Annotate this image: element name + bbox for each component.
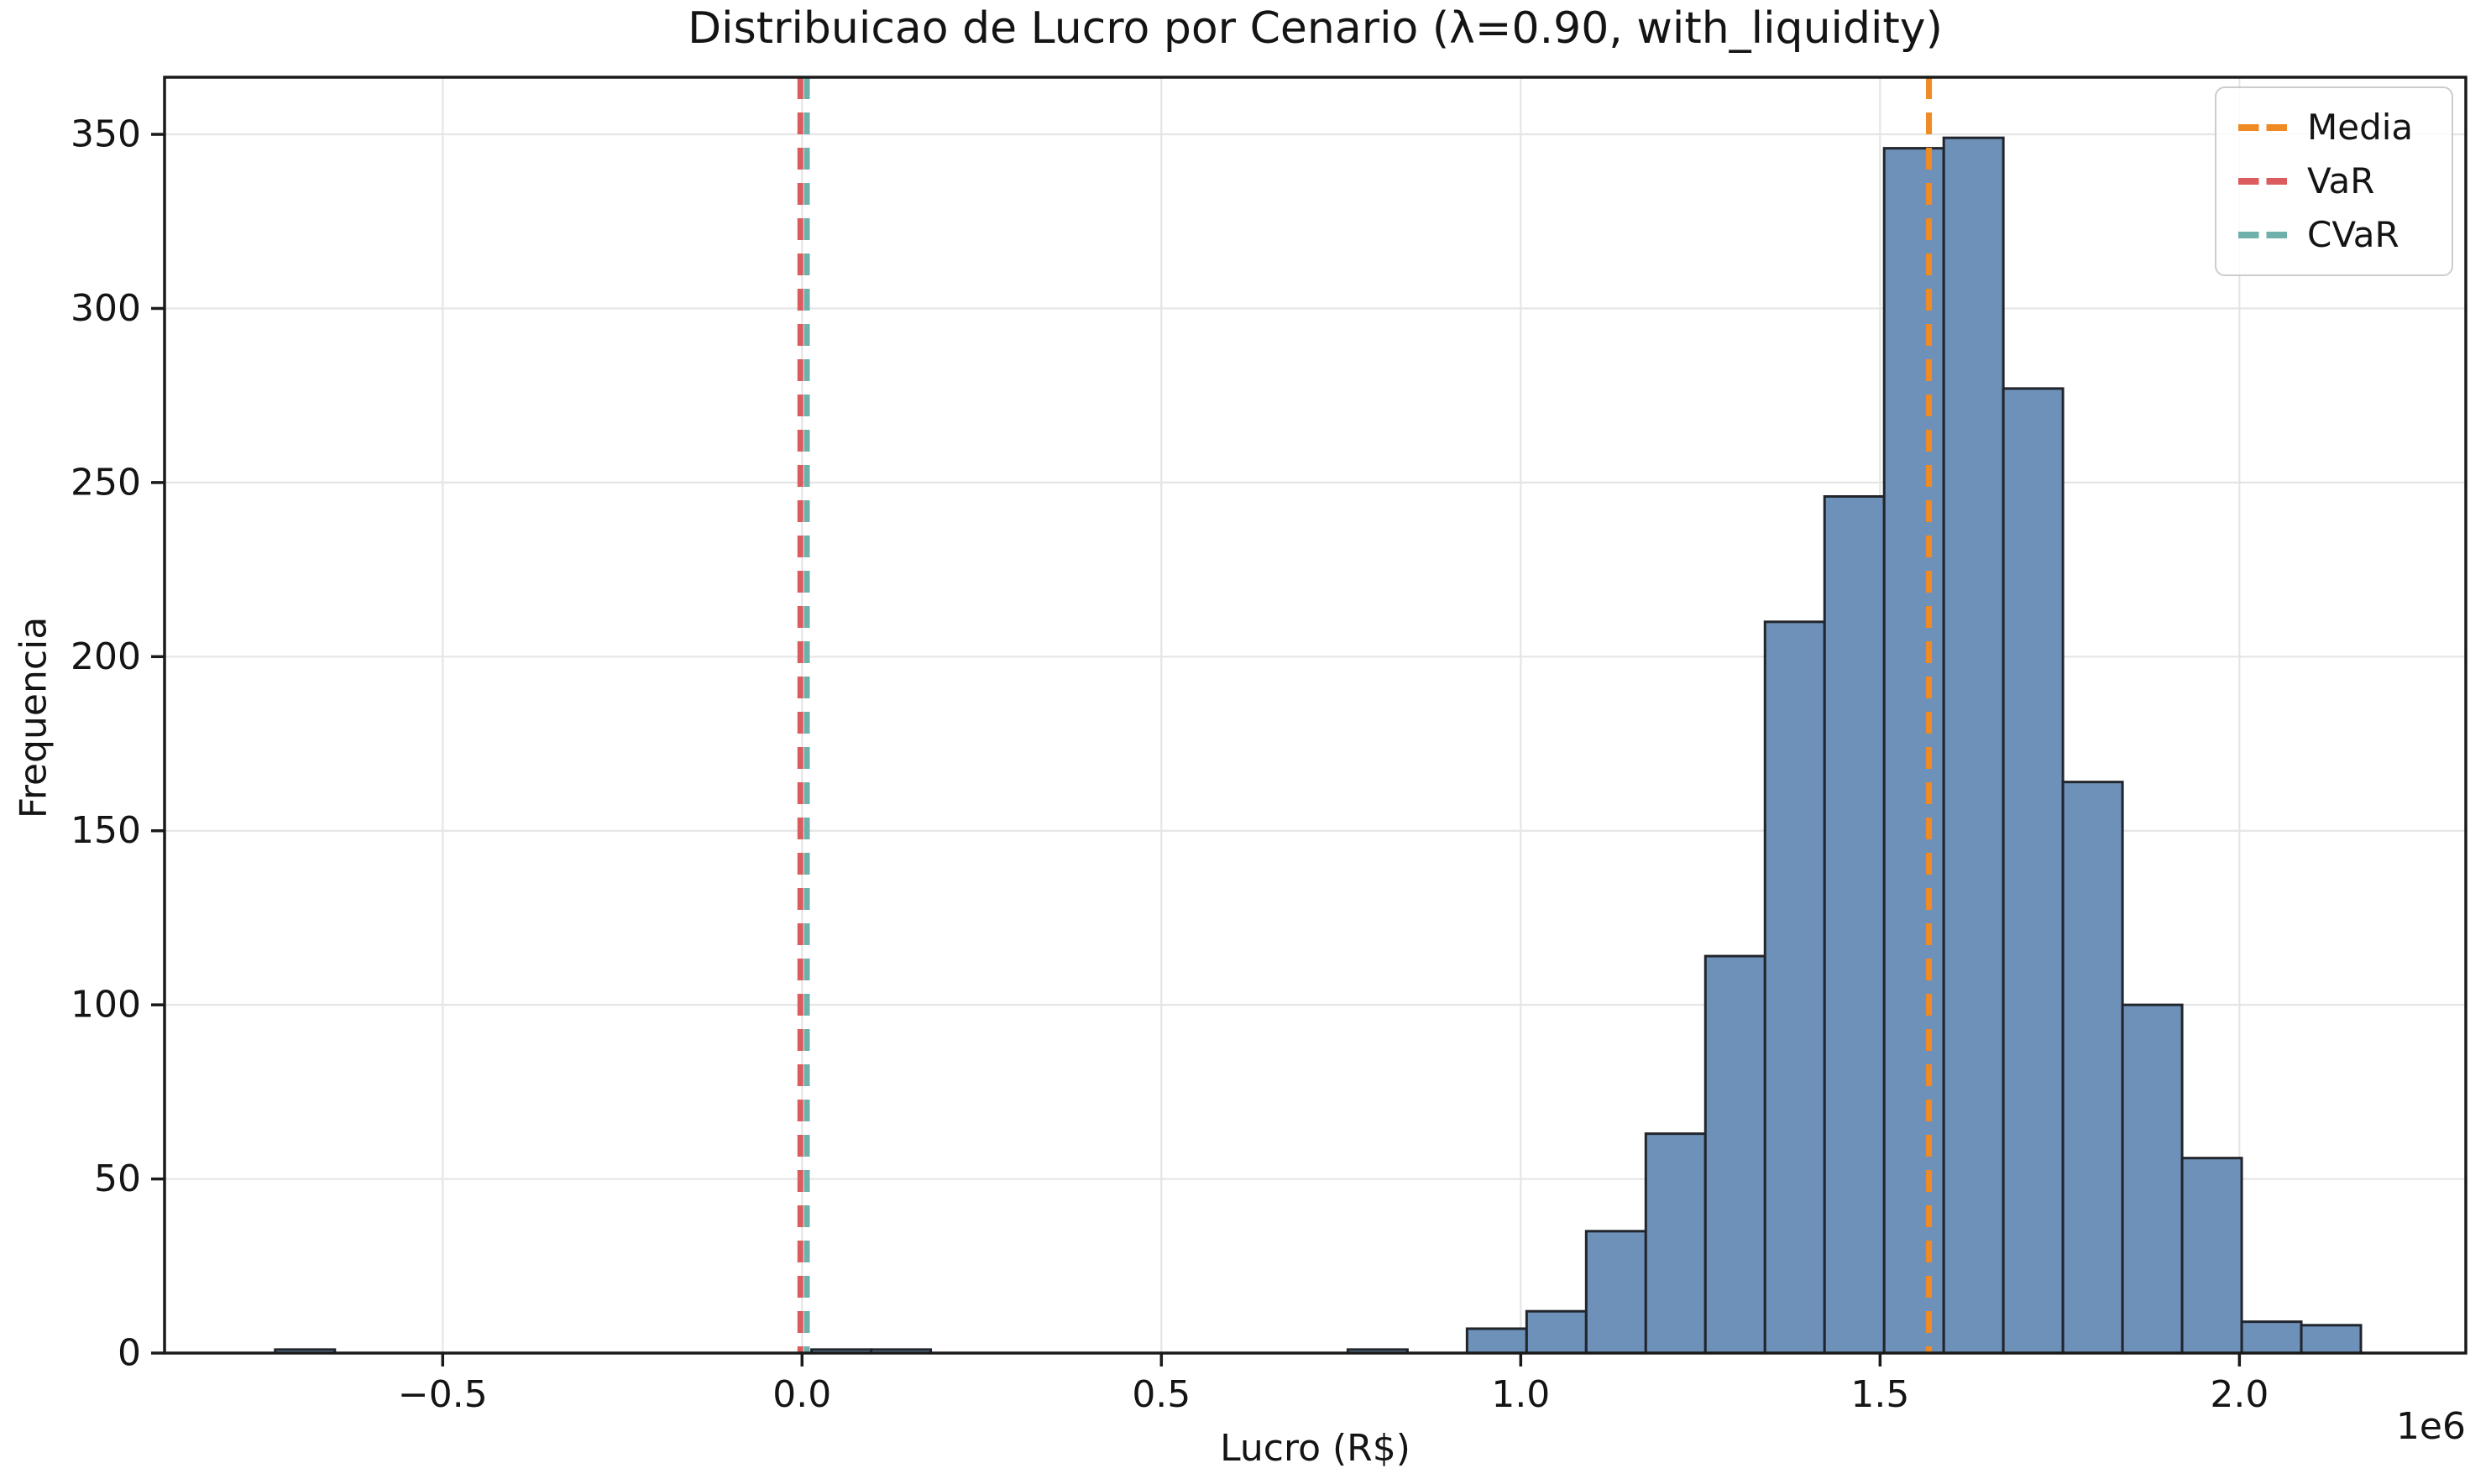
x-tick-label: 2.0 <box>2210 1373 2269 1416</box>
cvar-dash-swatch <box>2238 232 2287 238</box>
legend-item-var: VaR <box>2238 164 2430 199</box>
histogram-bar <box>1942 136 2005 1355</box>
x-axis-label: Lucro (R$) <box>1220 1427 1410 1470</box>
x-tick-label: 1.5 <box>1850 1373 1909 1416</box>
histogram-bar <box>2300 1324 2363 1355</box>
histogram-bar <box>2121 1003 2184 1355</box>
x-axis-offset-label: 1e6 <box>2395 1405 2466 1448</box>
histogram-bar <box>1465 1327 1528 1355</box>
var-dash-swatch <box>2238 178 2287 185</box>
x-tick-label: 0.5 <box>1132 1373 1191 1416</box>
legend-label-var: VaR <box>2307 160 2375 201</box>
histogram-bar <box>1644 1132 1707 1355</box>
legend-item-cvar: CVaR <box>2238 217 2430 253</box>
media-dash-swatch <box>2238 124 2287 131</box>
y-axis-label: Frequencia <box>12 616 55 819</box>
y-tick-label: 300 <box>71 287 141 330</box>
histogram-bar <box>2061 781 2124 1355</box>
y-tick-label: 250 <box>71 461 141 504</box>
y-tick-label: 150 <box>71 809 141 852</box>
histogram-bar <box>1763 620 1826 1355</box>
histogram-bar <box>1584 1230 1647 1355</box>
y-tick-label: 0 <box>118 1332 141 1375</box>
y-tick-label: 100 <box>71 984 141 1027</box>
histogram-bar <box>1882 147 1945 1355</box>
y-tick-label: 350 <box>71 113 141 156</box>
x-tick-label: 0.0 <box>772 1373 831 1416</box>
histogram-bar <box>2002 387 2064 1355</box>
x-tick-label: −0.5 <box>398 1373 488 1416</box>
chart-title: Distribuicao de Lucro por Cenario (λ=0.9… <box>688 3 1943 54</box>
x-tick-label: 1.0 <box>1491 1373 1550 1416</box>
legend-label-media: Media <box>2307 107 2414 148</box>
y-tick-label: 200 <box>71 635 141 678</box>
histogram-bar <box>2240 1320 2303 1355</box>
legend-item-media: Media <box>2238 110 2430 145</box>
y-tick-label: 50 <box>94 1157 141 1200</box>
histogram-bar <box>1525 1309 1588 1355</box>
legend-box: Media VaR CVaR <box>2215 86 2453 276</box>
legend-label-cvar: CVaR <box>2307 214 2399 255</box>
histogram-bar <box>2180 1157 2243 1355</box>
histogram-bar <box>1823 494 1886 1355</box>
histogram-bar <box>1703 954 1766 1355</box>
plot-border <box>163 76 2467 1355</box>
